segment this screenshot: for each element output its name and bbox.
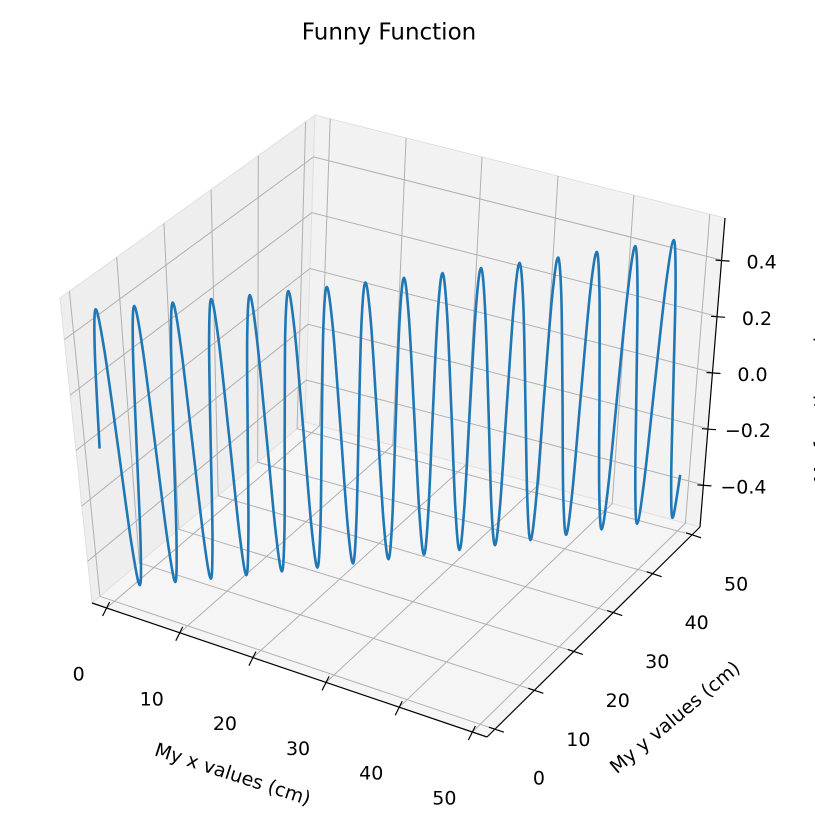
grid-line [69, 212, 718, 396]
z-axis-label: My function values [811, 303, 815, 482]
grid-line [325, 175, 559, 683]
z-tick-label: 0.0 [737, 364, 767, 386]
z-tick [711, 315, 726, 318]
x-tick [248, 651, 257, 666]
z-tick-label: 0.4 [746, 252, 776, 274]
y-tick [488, 726, 505, 733]
x-tick [321, 676, 330, 691]
grid-line [81, 323, 709, 507]
y-tick-label: 50 [724, 573, 748, 595]
x-tick-label: 30 [286, 738, 310, 760]
grid-line [116, 257, 535, 691]
grid-line [257, 155, 653, 575]
z-tick-label: −0.2 [725, 420, 771, 442]
grid-line [75, 267, 713, 451]
y-axis [486, 526, 701, 738]
x-axis [91, 602, 488, 738]
y-tick [685, 532, 702, 539]
y-tick-label: 0 [533, 768, 545, 790]
y-tick-label: 10 [566, 729, 590, 751]
z-tick [715, 259, 730, 262]
y-tick [646, 571, 662, 578]
x-tick-label: 20 [213, 713, 237, 735]
z-tick [697, 484, 712, 487]
grid-line [179, 137, 407, 634]
y-tick [607, 609, 623, 617]
y-tick-label: 30 [645, 651, 669, 673]
chart-title: Funny Function [302, 20, 476, 46]
grid-line [472, 214, 711, 733]
y-tick [567, 648, 583, 656]
x-tick-label: 40 [359, 763, 383, 785]
x-tick-label: 50 [432, 788, 456, 810]
z-tick [701, 428, 716, 431]
grid-line [64, 156, 722, 341]
y-tick-label: 20 [606, 690, 630, 712]
z-tick-label: 0.2 [742, 308, 772, 330]
x-tick-label: 10 [140, 688, 164, 710]
grid-line [87, 379, 704, 562]
x-tick [394, 700, 403, 716]
y-axis-label: My y values (cm) [606, 657, 745, 778]
y-tick [528, 687, 544, 694]
x-tick-label: 0 [73, 663, 85, 685]
z-tick-label: −0.4 [720, 476, 766, 498]
y-tick-label: 40 [685, 612, 709, 634]
grid-line [296, 121, 693, 536]
x-tick [175, 626, 184, 642]
grid-line [68, 291, 496, 730]
grid-line [163, 223, 574, 652]
z-tick [706, 371, 721, 375]
x-tick [102, 601, 111, 617]
data-line [93, 238, 682, 587]
x-tick [467, 725, 476, 741]
grid-line [210, 189, 614, 614]
